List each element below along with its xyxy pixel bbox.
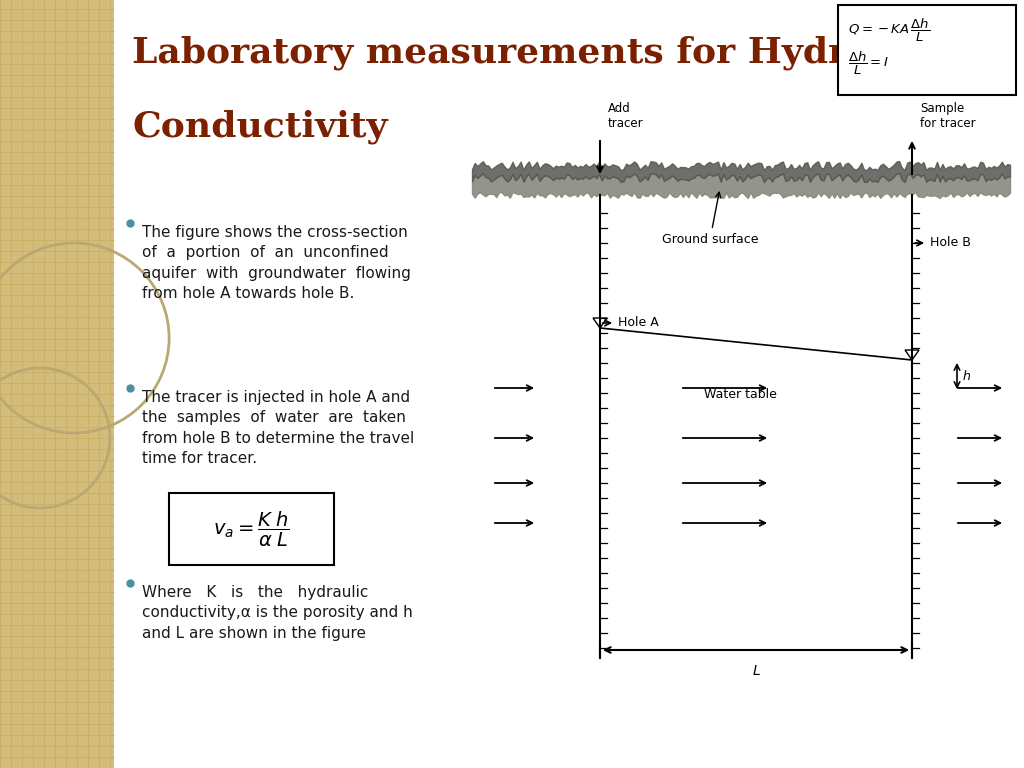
Bar — [838, 5, 1016, 95]
Text: Conductivity: Conductivity — [132, 110, 387, 144]
Text: The figure shows the cross-section
of  a  portion  of  an  unconfined
aquifer  w: The figure shows the cross-section of a … — [142, 225, 411, 301]
Text: $v_a = \dfrac{K \; h}{\alpha \; L}$: $v_a = \dfrac{K \; h}{\alpha \; L}$ — [213, 509, 290, 548]
Text: Ground surface: Ground surface — [662, 192, 758, 246]
Text: $Q = -KA\,\dfrac{\Delta h}{L}$: $Q = -KA\,\dfrac{\Delta h}{L}$ — [848, 17, 931, 44]
Text: Sample
for tracer: Sample for tracer — [920, 102, 976, 130]
Text: Water table: Water table — [703, 389, 776, 402]
Text: The tracer is injected in hole A and
the  samples  of  water  are  taken
from ho: The tracer is injected in hole A and the… — [142, 390, 415, 466]
Text: $h$: $h$ — [962, 369, 971, 383]
Bar — [169, 493, 334, 565]
Text: Laboratory measurements for Hydraulic: Laboratory measurements for Hydraulic — [132, 35, 946, 69]
Bar — [0, 0, 114, 768]
Text: $L$: $L$ — [752, 664, 761, 678]
Text: Where   K   is   the   hydraulic
conductivity,α is the porosity and h
and L are : Where K is the hydraulic conductivity,α … — [142, 585, 413, 641]
Text: Hole B: Hole B — [930, 237, 971, 250]
Text: Add
tracer: Add tracer — [608, 102, 644, 130]
Text: $\dfrac{\Delta h}{L} = I$: $\dfrac{\Delta h}{L} = I$ — [848, 50, 889, 77]
Text: Hole A: Hole A — [618, 316, 658, 329]
